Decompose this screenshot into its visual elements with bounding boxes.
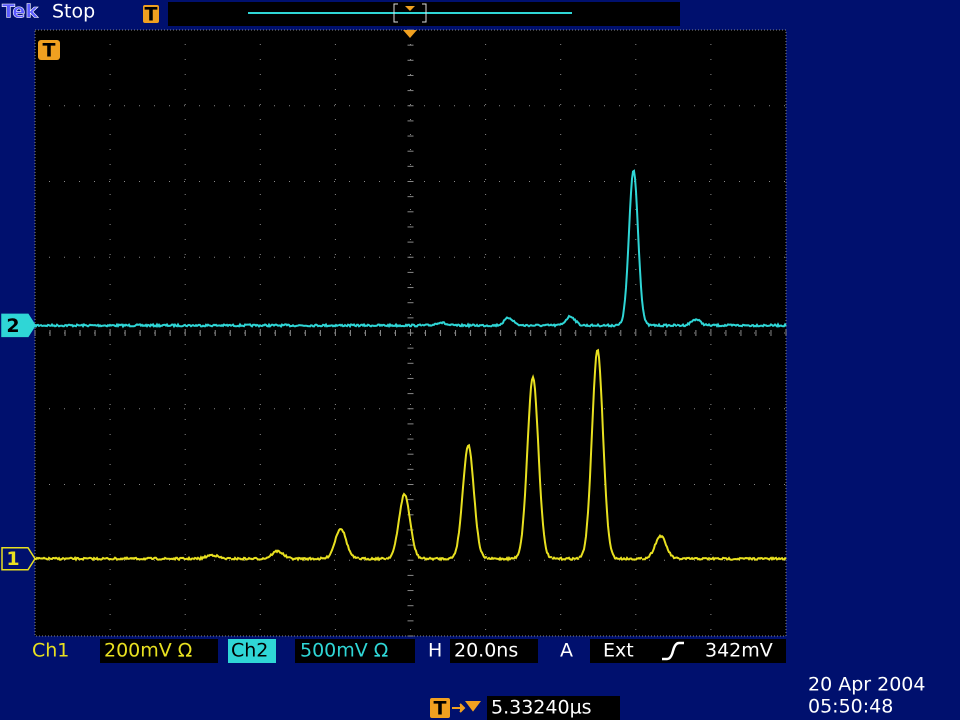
trigger-source: Ext bbox=[603, 640, 634, 662]
ch1-scale: 200mV Ω bbox=[104, 640, 192, 662]
trace-baseline bbox=[458, 322, 490, 329]
trace-peak bbox=[192, 553, 232, 561]
trigger-pos-box bbox=[487, 696, 620, 720]
trigger-icon-box bbox=[143, 5, 159, 23]
trigger-icon: T bbox=[145, 4, 158, 26]
trace-baseline bbox=[714, 322, 787, 328]
trigger-mode: A bbox=[560, 640, 573, 662]
trace-peak bbox=[551, 314, 590, 328]
trace-baseline bbox=[615, 556, 643, 561]
trace-baseline bbox=[527, 323, 553, 328]
trigger-position: 5.33240µs bbox=[491, 697, 592, 719]
h-box bbox=[450, 639, 538, 663]
trace-peak bbox=[489, 316, 529, 328]
trace-baseline bbox=[34, 322, 423, 329]
trace-peak bbox=[676, 318, 716, 328]
h-label: H bbox=[428, 640, 442, 662]
trace-peak bbox=[513, 374, 553, 560]
trace-baseline bbox=[486, 556, 515, 562]
trace-peak bbox=[641, 533, 679, 561]
trigger-pos-icon: T bbox=[434, 698, 447, 720]
trace-baseline bbox=[678, 556, 787, 562]
trigger-box bbox=[590, 639, 786, 663]
channel-marker-shape bbox=[1, 313, 36, 338]
ch1-label: Ch1 bbox=[32, 640, 69, 662]
trace-peak bbox=[385, 492, 423, 560]
status: Stop bbox=[52, 1, 95, 23]
trigger-level-icon: T bbox=[43, 40, 56, 62]
channel-marker-shape bbox=[1, 546, 36, 571]
trace-baseline bbox=[588, 322, 616, 328]
trace-peak bbox=[321, 528, 360, 560]
record-window bbox=[393, 3, 427, 23]
ch1-box bbox=[100, 639, 218, 663]
channel-marker: 2 bbox=[6, 315, 19, 337]
trace-peak bbox=[421, 321, 460, 328]
trace-baseline bbox=[34, 555, 194, 562]
ch2-label: Ch2 bbox=[231, 640, 268, 662]
trigger-pos-icon-box bbox=[430, 698, 450, 718]
time: 05:50:48 bbox=[808, 696, 893, 718]
record-trigger bbox=[405, 6, 415, 11]
date: 20 Apr 2004 bbox=[808, 674, 925, 696]
channel-marker: 1 bbox=[6, 548, 19, 570]
trace-baseline bbox=[651, 322, 678, 329]
brand: Tek bbox=[2, 1, 38, 23]
ch2-label-box bbox=[228, 639, 276, 663]
trace-baseline bbox=[358, 556, 387, 562]
trace-baseline bbox=[295, 556, 323, 562]
trigger-position-marker bbox=[403, 30, 417, 38]
trace-baseline bbox=[551, 556, 580, 561]
h-scale: 20.0ns bbox=[454, 640, 518, 662]
trace-baseline bbox=[422, 556, 451, 562]
trace-baseline bbox=[230, 556, 260, 561]
trigger-level-box bbox=[38, 40, 60, 60]
trace-peak bbox=[449, 443, 488, 560]
trigger-pos-arrow bbox=[452, 701, 481, 713]
traces bbox=[34, 169, 787, 562]
trigger-level: 342mV bbox=[705, 640, 773, 662]
trace-peak bbox=[258, 549, 297, 561]
ch2-scale: 500mV Ω bbox=[300, 640, 388, 662]
ch2-box bbox=[295, 639, 415, 663]
slope-icon bbox=[662, 641, 684, 661]
trace-peak bbox=[578, 348, 617, 560]
trace-peak bbox=[614, 169, 653, 328]
